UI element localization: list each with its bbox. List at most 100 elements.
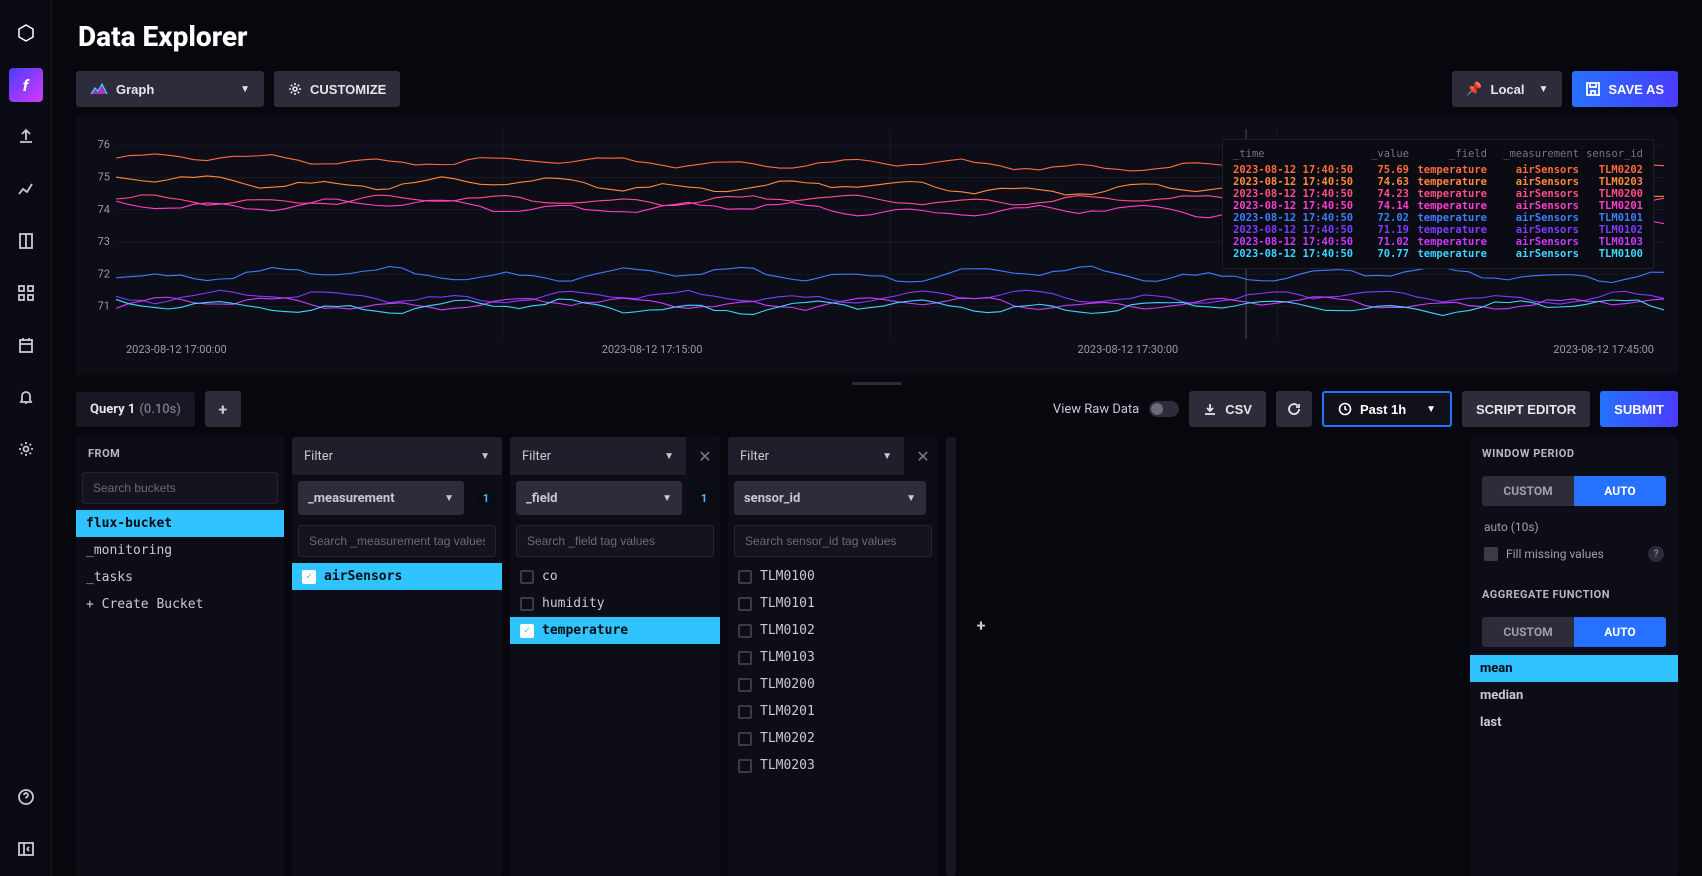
filter-value-item[interactable]: ✓temperature	[510, 617, 720, 644]
timerange-dropdown[interactable]: Past 1h ▼	[1322, 391, 1452, 427]
filter-search-input[interactable]	[734, 525, 932, 557]
raw-data-label: View Raw Data	[1053, 402, 1139, 417]
legend-row: 2023-08-12 17:40:5075.69temperatureairSe…	[1233, 164, 1643, 176]
add-query-button[interactable]: +	[205, 391, 241, 427]
fill-missing-row[interactable]: Fill missing values ?	[1470, 540, 1678, 568]
legend-row: 2023-08-12 17:40:5074.63temperatureairSe…	[1233, 176, 1643, 188]
builder-scrollbar[interactable]	[946, 437, 956, 876]
aggregate-item[interactable]: mean	[1470, 655, 1678, 682]
aggregate-heading: AGGREGATE FUNCTION	[1470, 578, 1678, 609]
filter-value-item[interactable]: TLM0103	[728, 644, 938, 671]
page-title: Data Explorer	[78, 20, 1678, 53]
save-as-button[interactable]: SAVE AS	[1572, 71, 1678, 107]
window-auto-button[interactable]: AUTO	[1574, 476, 1666, 506]
legend-row: 2023-08-12 17:40:5070.77temperatureairSe…	[1233, 248, 1643, 260]
legend-row: 2023-08-12 17:40:5072.02temperatureairSe…	[1233, 212, 1643, 224]
checkbox-icon	[520, 570, 534, 584]
script-editor-button[interactable]: SCRIPT EDITOR	[1462, 391, 1590, 427]
nav-book-icon[interactable]	[9, 224, 43, 258]
bucket-search-input[interactable]	[82, 472, 278, 504]
customize-button[interactable]: CUSTOMIZE	[274, 71, 400, 107]
nav-settings-icon[interactable]	[9, 432, 43, 466]
filter-values-list: cohumidity✓temperature	[510, 563, 720, 876]
filter-column: Filter▼_measurement▼1✓airSensors	[292, 437, 502, 876]
gear-icon	[288, 82, 302, 96]
filter-key-dropdown[interactable]: sensor_id▼	[734, 481, 926, 515]
filter-key-dropdown[interactable]: _field▼	[516, 481, 682, 515]
remove-filter-button[interactable]: ✕	[908, 437, 938, 475]
filter-type-dropdown[interactable]: Filter▼	[510, 437, 686, 475]
info-icon[interactable]: ?	[1648, 546, 1664, 562]
from-heading: FROM	[76, 437, 284, 468]
legend-row: 2023-08-12 17:40:5074.23temperatureairSe…	[1233, 188, 1643, 200]
top-toolbar: Graph ▼ CUSTOMIZE 📌 Local ▼ SAVE AS	[76, 71, 1678, 107]
checkbox-icon	[738, 624, 752, 638]
filter-value-item[interactable]: TLM0102	[728, 617, 938, 644]
nav-tasks-icon[interactable]	[9, 328, 43, 362]
bucket-item[interactable]: _tasks	[76, 564, 284, 591]
filter-type-dropdown[interactable]: Filter▼	[292, 437, 502, 475]
bucket-item[interactable]: flux-bucket	[76, 510, 284, 537]
csv-button[interactable]: CSV	[1189, 391, 1266, 427]
svg-text:73: 73	[98, 235, 110, 248]
timezone-dropdown[interactable]: 📌 Local ▼	[1452, 71, 1562, 107]
svg-text:76: 76	[98, 138, 110, 151]
agg-custom-button[interactable]: CUSTOM	[1482, 617, 1574, 647]
bucket-item[interactable]: _monitoring	[76, 537, 284, 564]
window-custom-button[interactable]: CUSTOM	[1482, 476, 1574, 506]
add-filter-button[interactable]: +	[964, 607, 998, 643]
save-icon	[1586, 82, 1600, 96]
nav-collapse-icon[interactable]	[9, 832, 43, 866]
filter-search-input[interactable]	[298, 525, 496, 557]
nav-chart-icon[interactable]	[9, 172, 43, 206]
query-toolbar: Query 1 (0.10s) + View Raw Data CSV Past…	[76, 391, 1678, 427]
filter-value-item[interactable]: TLM0101	[728, 590, 938, 617]
filter-value-item[interactable]: co	[510, 563, 720, 590]
filter-value-item[interactable]: TLM0203	[728, 752, 938, 779]
legend-row: 2023-08-12 17:40:5071.02temperatureairSe…	[1233, 236, 1643, 248]
viz-type-dropdown[interactable]: Graph ▼	[76, 71, 264, 107]
filter-value-item[interactable]: humidity	[510, 590, 720, 617]
query-builder: FROM flux-bucket_monitoring_tasks+ Creat…	[76, 437, 1678, 876]
remove-filter-button[interactable]: ✕	[690, 437, 720, 475]
filter-value-item[interactable]: TLM0200	[728, 671, 938, 698]
agg-auto-button[interactable]: AUTO	[1574, 617, 1666, 647]
legend-row: 2023-08-12 17:40:5071.19temperatureairSe…	[1233, 224, 1643, 236]
filter-search-input[interactable]	[516, 525, 714, 557]
refresh-button[interactable]	[1276, 391, 1312, 427]
xaxis-tick: 2023-08-12 17:15:00	[602, 343, 703, 356]
nav-help-icon[interactable]	[9, 780, 43, 814]
filter-key-dropdown[interactable]: _measurement▼	[298, 481, 464, 515]
svg-text:71: 71	[98, 300, 110, 313]
nav-dashboards-icon[interactable]	[9, 276, 43, 310]
bucket-item[interactable]: + Create Bucket	[76, 591, 284, 618]
filter-value-item[interactable]: TLM0100	[728, 563, 938, 590]
graph-icon	[90, 82, 108, 96]
svg-text:74: 74	[98, 203, 110, 216]
svg-text:75: 75	[98, 170, 110, 183]
filter-value-item[interactable]: ✓airSensors	[292, 563, 502, 590]
filter-value-item[interactable]: TLM0201	[728, 698, 938, 725]
nav-alerts-icon[interactable]	[9, 380, 43, 414]
from-column: FROM flux-bucket_monitoring_tasks+ Creat…	[76, 437, 284, 876]
raw-data-toggle[interactable]	[1149, 401, 1179, 417]
window-period-toggle: CUSTOM AUTO	[1482, 476, 1666, 506]
aggregate-item[interactable]: median	[1470, 682, 1678, 709]
nav-explore[interactable]: f	[9, 68, 43, 102]
checkbox-icon	[738, 705, 752, 719]
window-auto-value: auto (10s)	[1470, 514, 1678, 540]
filter-type-dropdown[interactable]: Filter▼	[728, 437, 904, 475]
nav-upload-icon[interactable]	[9, 120, 43, 154]
aggregate-item[interactable]: last	[1470, 709, 1678, 736]
checkbox-icon	[738, 570, 752, 584]
xaxis-tick: 2023-08-12 17:00:00	[126, 343, 227, 356]
add-filter-column: +	[964, 437, 998, 876]
query-tab[interactable]: Query 1 (0.10s)	[76, 392, 195, 427]
submit-button[interactable]: SUBMIT	[1600, 391, 1678, 427]
filter-value-item[interactable]: TLM0202	[728, 725, 938, 752]
fill-missing-checkbox[interactable]	[1484, 547, 1498, 561]
resize-handle[interactable]	[76, 375, 1678, 391]
logo-icon[interactable]	[9, 16, 43, 50]
refresh-icon	[1287, 402, 1301, 416]
checkbox-icon	[738, 678, 752, 692]
